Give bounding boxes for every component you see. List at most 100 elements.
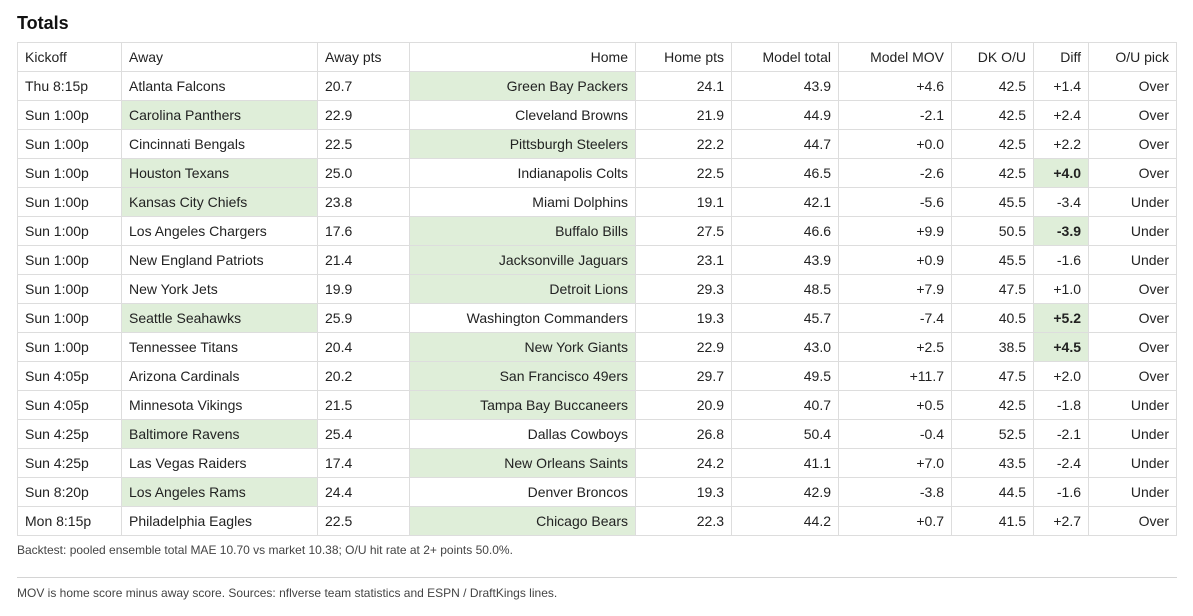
kickoff-cell: Sun 8:20p [17, 477, 122, 507]
table-row: Sun 4:25p Las Vegas Raiders 17.4 New Orlean… [17, 448, 1177, 478]
home-team-cell: Pittsburgh Steelers [409, 129, 636, 159]
away-pts-cell: 20.7 [317, 71, 410, 101]
table-row: Sun 4:25p Baltimore Ravens 25.4 Dallas Cowb… [17, 419, 1177, 449]
home-pts-cell: 26.8 [635, 419, 732, 449]
kickoff-cell: Sun 4:05p [17, 361, 122, 391]
home-team-cell: San Francisco 49ers [409, 361, 636, 391]
model-total-cell: 43.9 [731, 245, 839, 275]
away-pts-cell: 22.5 [317, 129, 410, 159]
model-mov-cell: +0.5 [838, 390, 952, 420]
away-team-cell: Los Angeles Rams [121, 477, 318, 507]
dk-ou-cell: 42.5 [951, 100, 1034, 130]
away-team-cell: Los Angeles Chargers [121, 216, 318, 246]
model-total-cell: 42.9 [731, 477, 839, 507]
home-team-cell: Detroit Lions [409, 274, 636, 304]
away-pts-cell: 23.8 [317, 187, 410, 217]
diff-cell: +2.2 [1033, 129, 1089, 159]
model-mov-cell: -7.4 [838, 303, 952, 333]
home-team-cell: Dallas Cowboys [409, 419, 636, 449]
dk-ou-cell: 52.5 [951, 419, 1034, 449]
home-team-cell: Jacksonville Jaguars [409, 245, 636, 275]
backtest-note: Backtest: pooled ensemble total MAE 10.7… [17, 543, 513, 557]
home-pts-cell: 22.3 [635, 506, 732, 536]
away-team-cell: Baltimore Ravens [121, 419, 318, 449]
ou-pick-cell: Under [1088, 187, 1177, 217]
model-total-cell: 43.0 [731, 332, 839, 362]
dk-ou-cell: 38.5 [951, 332, 1034, 362]
dk-ou-cell: 45.5 [951, 187, 1034, 217]
model-mov-cell: +0.0 [838, 129, 952, 159]
home-team-cell: New York Giants [409, 332, 636, 362]
kickoff-cell: Sun 1:00p [17, 303, 122, 333]
model-total-cell: 46.6 [731, 216, 839, 246]
model-mov-cell: +11.7 [838, 361, 952, 391]
ou-pick-cell: Over [1088, 129, 1177, 159]
diff-cell: -3.4 [1033, 187, 1089, 217]
kickoff-cell: Sun 4:05p [17, 390, 122, 420]
model-total-cell: 43.9 [731, 71, 839, 101]
table-row: Sun 1:00p New York Jets 19.9 Detroit Lions 2… [17, 274, 1177, 304]
away-pts-cell: 21.4 [317, 245, 410, 275]
footer-divider [17, 577, 1177, 578]
model-total-cell: 41.1 [731, 448, 839, 478]
model-total-cell: 40.7 [731, 390, 839, 420]
home-team-cell: Cleveland Browns [409, 100, 636, 130]
away-team-cell: Philadelphia Eagles [121, 506, 318, 536]
ou-pick-cell: Under [1088, 390, 1177, 420]
away-pts-cell: 24.4 [317, 477, 410, 507]
column-header-model-total: Model total [731, 42, 839, 72]
home-team-cell: Green Bay Packers [409, 71, 636, 101]
model-mov-cell: +2.5 [838, 332, 952, 362]
model-mov-cell: +7.9 [838, 274, 952, 304]
home-team-cell: New Orleans Saints [409, 448, 636, 478]
table-header-row: Kickoff Away Away pts Home Home pts Mode… [17, 42, 1177, 72]
model-mov-cell: +4.6 [838, 71, 952, 101]
away-team-cell: New York Jets [121, 274, 318, 304]
away-team-cell: Kansas City Chiefs [121, 187, 318, 217]
model-mov-cell: -3.8 [838, 477, 952, 507]
away-pts-cell: 19.9 [317, 274, 410, 304]
dk-ou-cell: 42.5 [951, 129, 1034, 159]
kickoff-cell: Sun 1:00p [17, 100, 122, 130]
kickoff-cell: Sun 4:25p [17, 448, 122, 478]
model-mov-cell: +0.7 [838, 506, 952, 536]
ou-pick-cell: Over [1088, 158, 1177, 188]
home-pts-cell: 29.3 [635, 274, 732, 304]
home-pts-cell: 23.1 [635, 245, 732, 275]
ou-pick-cell: Under [1088, 448, 1177, 478]
table-row: Sun 1:00p Houston Texans 25.0 Indianapolis … [17, 158, 1177, 188]
dk-ou-cell: 43.5 [951, 448, 1034, 478]
diff-cell: +1.4 [1033, 71, 1089, 101]
model-total-cell: 42.1 [731, 187, 839, 217]
diff-cell: +2.4 [1033, 100, 1089, 130]
away-pts-cell: 22.5 [317, 506, 410, 536]
away-pts-cell: 20.2 [317, 361, 410, 391]
home-team-cell: Miami Dolphins [409, 187, 636, 217]
home-pts-cell: 24.2 [635, 448, 732, 478]
home-team-cell: Chicago Bears [409, 506, 636, 536]
away-team-cell: Las Vegas Raiders [121, 448, 318, 478]
home-pts-cell: 29.7 [635, 361, 732, 391]
table-row: Sun 4:05p Arizona Cardinals 20.2 San Franci… [17, 361, 1177, 391]
home-pts-cell: 27.5 [635, 216, 732, 246]
table-row: Sun 8:20p Los Angeles Rams 24.4 Denver Bron… [17, 477, 1177, 507]
home-team-cell: Denver Broncos [409, 477, 636, 507]
kickoff-cell: Sun 1:00p [17, 216, 122, 246]
model-total-cell: 44.9 [731, 100, 839, 130]
away-team-cell: Cincinnati Bengals [121, 129, 318, 159]
home-team-cell: Indianapolis Colts [409, 158, 636, 188]
table-row: Sun 1:00p Cincinnati Bengals 22.5 Pittsburg… [17, 129, 1177, 159]
dk-ou-cell: 42.5 [951, 158, 1034, 188]
kickoff-cell: Sun 1:00p [17, 274, 122, 304]
page-title: Totals [17, 13, 69, 33]
dk-ou-cell: 41.5 [951, 506, 1034, 536]
model-total-cell: 49.5 [731, 361, 839, 391]
diff-cell: +5.2 [1033, 303, 1089, 333]
diff-cell: +4.5 [1033, 332, 1089, 362]
kickoff-cell: Sun 1:00p [17, 332, 122, 362]
away-team-cell: Carolina Panthers [121, 100, 318, 130]
home-pts-cell: 19.3 [635, 477, 732, 507]
diff-cell: +2.0 [1033, 361, 1089, 391]
ou-pick-cell: Under [1088, 477, 1177, 507]
column-header-home-pts: Home pts [635, 42, 732, 72]
